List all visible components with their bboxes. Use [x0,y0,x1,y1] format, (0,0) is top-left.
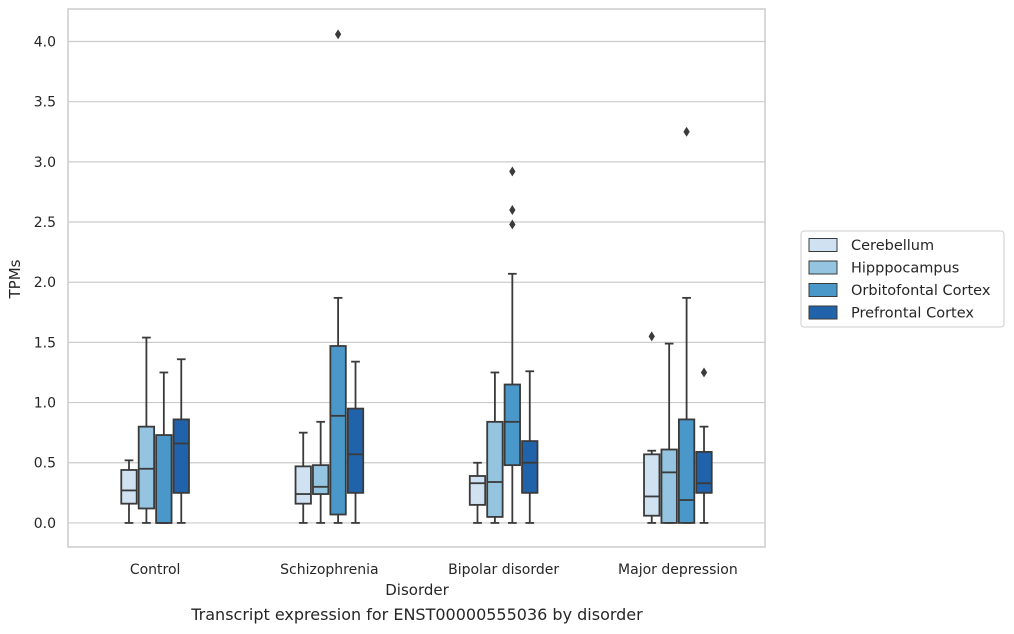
x-axis-ticks: Control Schizophrenia Bipolar disorder Majo… [130,562,738,578]
box-iqr [503,383,521,467]
legend-label: Cerebellum [851,238,934,254]
box-iqr [468,475,487,506]
box-plot-series [120,29,713,524]
y-tick-label: 2.5 [34,215,56,231]
box-iqr [137,425,156,510]
y-tick-label: 1.5 [34,335,56,351]
legend-label: Orbitofontal Cortex [851,283,991,299]
legend-label: Prefrontal Cortex [851,306,974,322]
y-axis-label: TPMs [6,259,24,299]
x-tick-label: Bipolar disorder [448,562,559,578]
outlier-point [648,331,655,342]
box-prefrontal-cortex [695,367,713,524]
outlier-point [509,205,516,215]
grid-lines [68,40,765,524]
box-orbitofontal-cortex [155,371,173,524]
box-iqr [329,345,347,516]
y-tick-label: 0.5 [34,456,56,472]
legend-label: Hipppocampus [851,261,959,277]
box-hipppocampus [486,371,504,524]
box-iqr [677,418,696,524]
legend-swatch [808,305,838,320]
plot-frame [67,8,766,548]
box-orbitofontal-cortex [503,166,521,524]
box-cerebellum [120,459,138,524]
box-hipppocampus [137,336,156,524]
box-iqr [660,448,678,524]
box-iqr [346,407,365,494]
legend-swatch [808,238,838,252]
y-axis-ticks: 0.0 0.5 1.0 1.5 2.0 2.5 3.0 3.5 4.0 [34,34,56,531]
box-iqr [312,464,330,495]
outlier-point [334,29,342,40]
box-prefrontal-cortex [172,358,190,524]
box-iqr [120,469,138,505]
outlier-point [509,219,516,230]
box-iqr [486,420,504,518]
legend: Cerebellum Hipppocampus Orbitofontal Corte… [800,230,1005,328]
y-tick-label: 2.0 [34,275,56,291]
chart-caption: Transcript expression for ENST0000055503… [191,605,643,624]
box-cerebellum [468,461,487,524]
box-iqr [155,434,173,524]
outlier-point [683,126,690,137]
box-orbitofontal-cortex [677,126,696,524]
x-tick-label: Schizophrenia [280,562,378,578]
box-iqr [643,453,661,517]
y-tick-label: 3.5 [34,95,56,111]
y-tick-label: 0.0 [34,516,56,532]
box-iqr [521,440,539,494]
legend-swatch [808,260,838,275]
box-cerebellum [294,431,312,524]
x-axis-label: Disorder [385,581,449,599]
legend-swatch [808,283,838,297]
x-tick-label: Major depression [618,562,738,578]
box-hipppocampus [660,342,678,524]
box-orbitofontal-cortex [329,29,347,524]
y-tick-label: 3.0 [34,155,56,171]
outlier-point [700,367,708,378]
outlier-point [509,166,516,177]
box-hipppocampus [312,420,330,524]
legend-frame [800,230,1005,328]
y-tick-label: 4.0 [34,34,56,50]
x-tick-label: Control [130,562,181,578]
box-cerebellum [643,331,661,524]
box-iqr [172,418,190,494]
y-tick-label: 1.0 [34,396,56,412]
box-iqr [294,465,312,505]
box-prefrontal-cortex [346,360,365,524]
box-iqr [695,451,713,494]
box-prefrontal-cortex [521,370,539,524]
